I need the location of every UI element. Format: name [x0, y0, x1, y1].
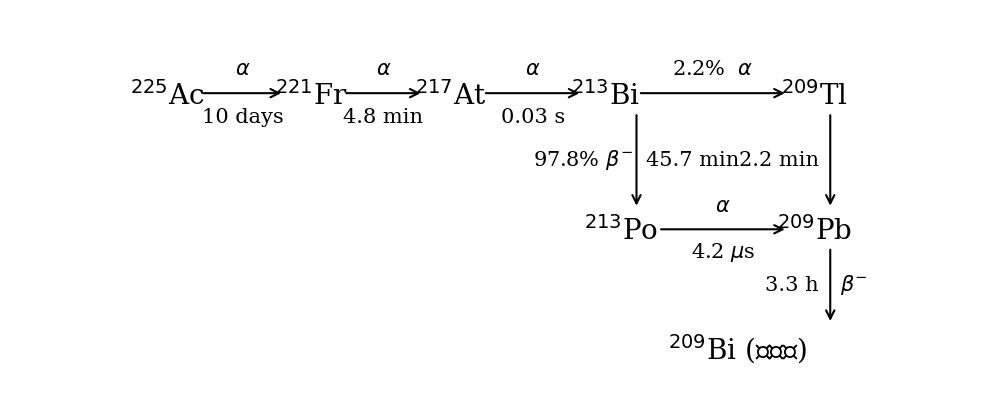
Text: $^{209}$Bi (稳定　): $^{209}$Bi (稳定 ): [668, 333, 807, 366]
Text: 45.7 min: 45.7 min: [646, 151, 739, 170]
Text: $\alpha$: $\alpha$: [376, 59, 391, 79]
Text: 4.2 $\mu$s: 4.2 $\mu$s: [691, 241, 755, 264]
Text: $^{213}$Bi: $^{213}$Bi: [571, 82, 640, 111]
Text: 2.2 min: 2.2 min: [739, 151, 819, 170]
Text: 3.3 h: 3.3 h: [765, 276, 819, 295]
Text: 97.8% $\beta^{-}$: 97.8% $\beta^{-}$: [533, 149, 633, 172]
Text: $^{221}$Fr: $^{221}$Fr: [275, 82, 347, 111]
Text: $\beta^{-}$: $\beta^{-}$: [840, 273, 867, 297]
Text: $\alpha$: $\alpha$: [235, 59, 250, 79]
Text: $\alpha$: $\alpha$: [525, 59, 540, 79]
Text: 10 days: 10 days: [202, 108, 283, 127]
Text: 4.8 min: 4.8 min: [343, 108, 423, 127]
Text: $^{209}$Pb: $^{209}$Pb: [777, 216, 852, 246]
Text: $\alpha$: $\alpha$: [715, 197, 731, 216]
Text: $^{213}$Po: $^{213}$Po: [584, 216, 658, 246]
Text: 2.2%  $\alpha$: 2.2% $\alpha$: [672, 59, 753, 79]
Text: 0.03 s: 0.03 s: [501, 108, 565, 127]
Text: $^{217}$At: $^{217}$At: [415, 82, 486, 111]
Text: $^{225}$Ac: $^{225}$Ac: [130, 82, 205, 111]
Text: $^{209}$Tl: $^{209}$Tl: [781, 82, 848, 111]
